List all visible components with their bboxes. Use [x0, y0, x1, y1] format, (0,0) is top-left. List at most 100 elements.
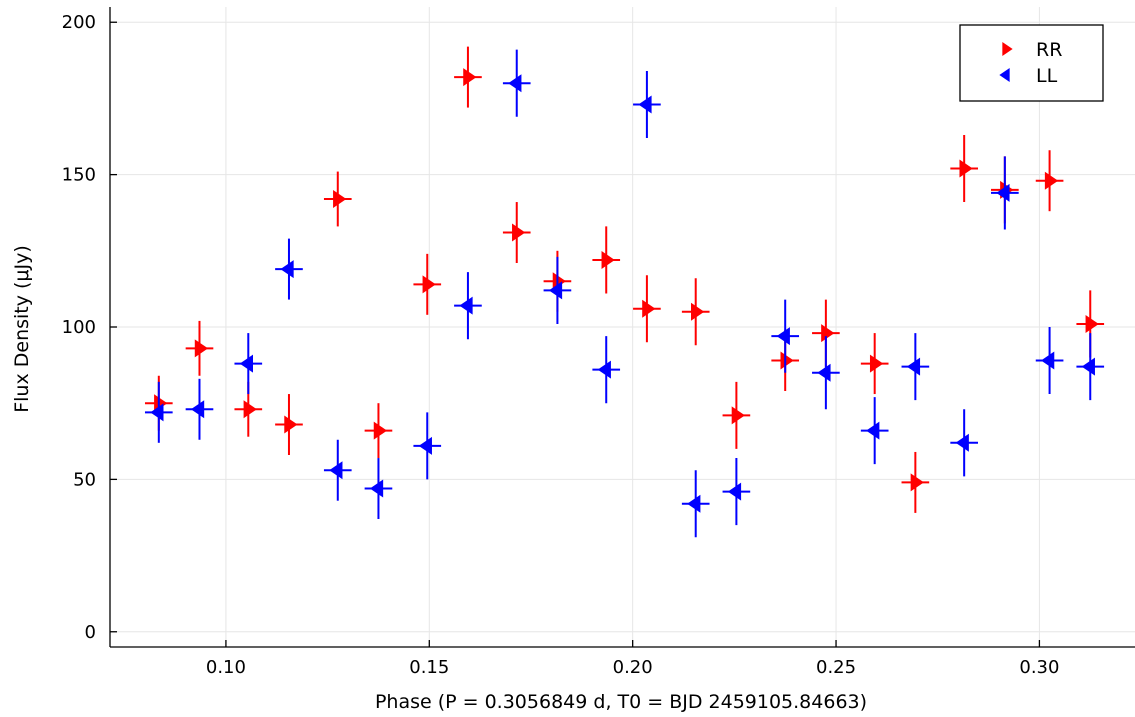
data-point-rr	[275, 394, 303, 455]
x-tick-label: 0.30	[1019, 657, 1059, 678]
point-marker	[508, 74, 522, 93]
y-tick-label: 200	[62, 12, 96, 33]
legend-marker-ll	[999, 68, 1010, 82]
data-point-ll	[413, 412, 442, 480]
point-marker	[239, 354, 253, 373]
point-marker	[284, 415, 298, 434]
x-tick-label: 0.20	[613, 657, 653, 678]
point-marker	[422, 275, 436, 294]
data-point-rr	[454, 46, 482, 108]
data-point-ll	[502, 49, 531, 117]
point-marker	[817, 363, 831, 382]
point-marker	[727, 482, 742, 501]
point-marker	[194, 339, 209, 358]
data-point-ll	[1076, 333, 1105, 401]
point-marker	[955, 433, 969, 452]
point-marker	[418, 436, 432, 455]
point-marker	[687, 494, 701, 513]
data-point-rr	[722, 381, 751, 449]
data-point-ll	[323, 439, 352, 501]
point-marker	[1085, 314, 1099, 333]
point-marker	[601, 250, 615, 269]
data-point-rr	[633, 275, 661, 343]
point-marker	[638, 95, 652, 114]
point-marker	[642, 299, 656, 318]
legend-box	[959, 24, 1104, 102]
data-point-ll	[543, 256, 572, 324]
point-marker	[243, 400, 257, 419]
y-tick-label: 0	[85, 622, 96, 643]
y-axis-label: Flux Density (μJy)	[11, 245, 33, 413]
data-point-ll	[681, 470, 710, 538]
series-ll	[144, 49, 1105, 538]
point-marker	[821, 324, 835, 343]
point-marker	[463, 68, 477, 87]
data-point-rr	[860, 333, 889, 395]
point-marker	[512, 223, 526, 242]
point-marker	[548, 281, 563, 300]
point-marker	[1044, 171, 1059, 190]
data-point-rr	[323, 171, 352, 227]
data-point-rr	[681, 278, 710, 346]
data-point-ll	[950, 409, 978, 477]
data-point-ll	[592, 336, 621, 404]
data-point-rr	[592, 226, 621, 294]
x-axis-label: Phase (P = 0.3056849 d, T0 = BJD 2459105…	[375, 691, 867, 713]
data-point-ll	[144, 381, 173, 443]
data-point-rr	[502, 202, 531, 263]
data-point-ll	[185, 378, 214, 440]
point-marker	[190, 400, 205, 419]
point-marker	[373, 421, 388, 440]
legend-marker-rr	[1002, 42, 1013, 56]
x-tick-label: 0.25	[816, 657, 856, 678]
point-marker	[150, 403, 164, 422]
point-marker	[996, 183, 1010, 202]
point-marker	[780, 351, 794, 370]
point-marker	[280, 260, 294, 279]
point-marker	[459, 296, 473, 315]
x-tick-label: 0.15	[409, 657, 449, 678]
data-point-ll	[275, 238, 303, 300]
data-point-ll	[771, 299, 800, 373]
data-points	[144, 46, 1105, 538]
point-marker	[597, 360, 611, 379]
axes: 0.10 0.15 0.20 0.25 0.30 0 50 100 150 200	[62, 7, 1135, 678]
data-point-ll	[812, 336, 840, 410]
data-point-ll	[991, 156, 1019, 230]
data-point-rr	[185, 320, 214, 376]
data-point-rr	[1035, 150, 1064, 212]
point-marker	[866, 421, 880, 440]
x-tick-label: 0.10	[206, 657, 246, 678]
data-point-ll	[901, 333, 930, 401]
point-marker	[869, 354, 884, 373]
point-marker	[329, 461, 343, 480]
data-point-rr	[950, 135, 978, 203]
data-point-ll	[454, 272, 482, 340]
data-point-ll	[722, 458, 751, 526]
point-marker	[333, 190, 347, 208]
data-point-rr	[901, 451, 930, 513]
grid-lines	[110, 7, 1135, 647]
point-marker	[959, 159, 973, 178]
legend-label-rr: RR	[1036, 39, 1062, 61]
data-point-ll	[1035, 327, 1064, 395]
data-point-rr	[413, 253, 442, 315]
data-point-ll	[860, 397, 889, 465]
data-point-ll	[633, 71, 661, 139]
data-point-rr	[364, 403, 393, 459]
data-point-ll	[234, 333, 263, 395]
y-tick-label: 100	[62, 317, 96, 338]
point-marker	[691, 302, 705, 321]
point-marker	[731, 406, 745, 425]
y-tick-label: 50	[73, 469, 96, 490]
point-marker	[1081, 357, 1095, 376]
legend: RR LL	[959, 24, 1104, 102]
point-marker	[910, 473, 924, 492]
point-marker	[906, 357, 921, 376]
data-point-ll	[364, 458, 393, 519]
legend-label-ll: LL	[1036, 65, 1058, 87]
point-marker	[1041, 351, 1055, 370]
point-marker	[369, 479, 384, 498]
y-tick-label: 150	[62, 165, 96, 186]
